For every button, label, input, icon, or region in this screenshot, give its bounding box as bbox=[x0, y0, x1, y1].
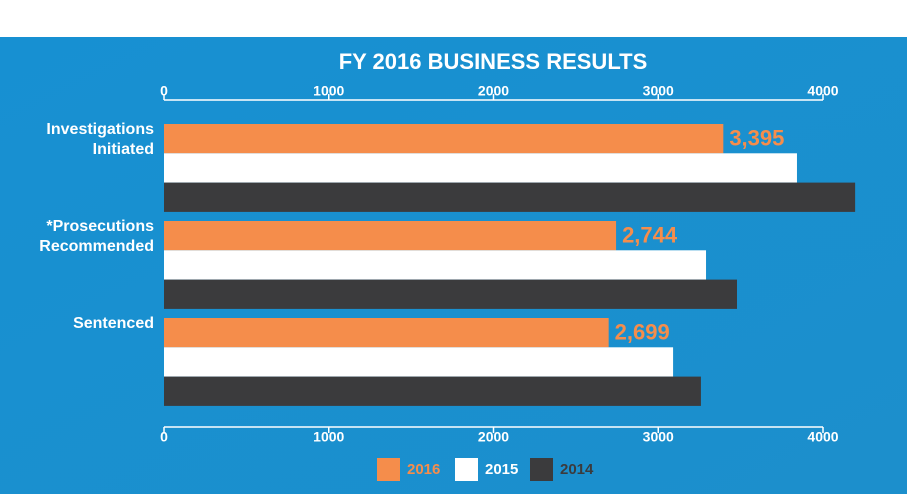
category-label: *Prosecutions Recommended bbox=[39, 218, 154, 255]
x-tick-label: 4000 bbox=[807, 83, 838, 99]
bar bbox=[164, 279, 738, 309]
bar bbox=[164, 221, 617, 251]
x-tick-label: 4000 bbox=[807, 429, 838, 445]
chart-title: FY 2016 BUSINESS RESULTS bbox=[339, 49, 648, 74]
x-tick-label: 3000 bbox=[643, 429, 674, 445]
x-tick-label: 1000 bbox=[313, 429, 344, 445]
legend-swatch bbox=[455, 458, 478, 481]
data-label: 2,699 bbox=[615, 319, 670, 344]
legend-swatch bbox=[377, 458, 400, 481]
data-label: 2,744 bbox=[622, 222, 678, 247]
x-tick-label: 0 bbox=[160, 429, 168, 445]
x-tick-label: 1000 bbox=[313, 83, 344, 99]
legend-swatch bbox=[530, 458, 553, 481]
bar bbox=[164, 124, 724, 154]
x-tick-label: 2000 bbox=[478, 83, 509, 99]
bar bbox=[164, 182, 856, 212]
bar bbox=[164, 376, 701, 406]
x-tick-label: 0 bbox=[160, 83, 168, 99]
legend-label: 2014 bbox=[560, 461, 594, 478]
category-label: Sentenced bbox=[73, 315, 154, 332]
category-label: Investigations Initiated bbox=[46, 121, 154, 158]
bar bbox=[164, 347, 674, 377]
x-tick-label: 3000 bbox=[643, 83, 674, 99]
bar bbox=[164, 250, 707, 280]
legend-label: 2016 bbox=[407, 461, 440, 478]
bar bbox=[164, 318, 609, 348]
data-label: 3,395 bbox=[729, 125, 784, 150]
legend-label: 2015 bbox=[485, 461, 518, 478]
x-tick-label: 2000 bbox=[478, 429, 509, 445]
bar bbox=[164, 153, 797, 183]
